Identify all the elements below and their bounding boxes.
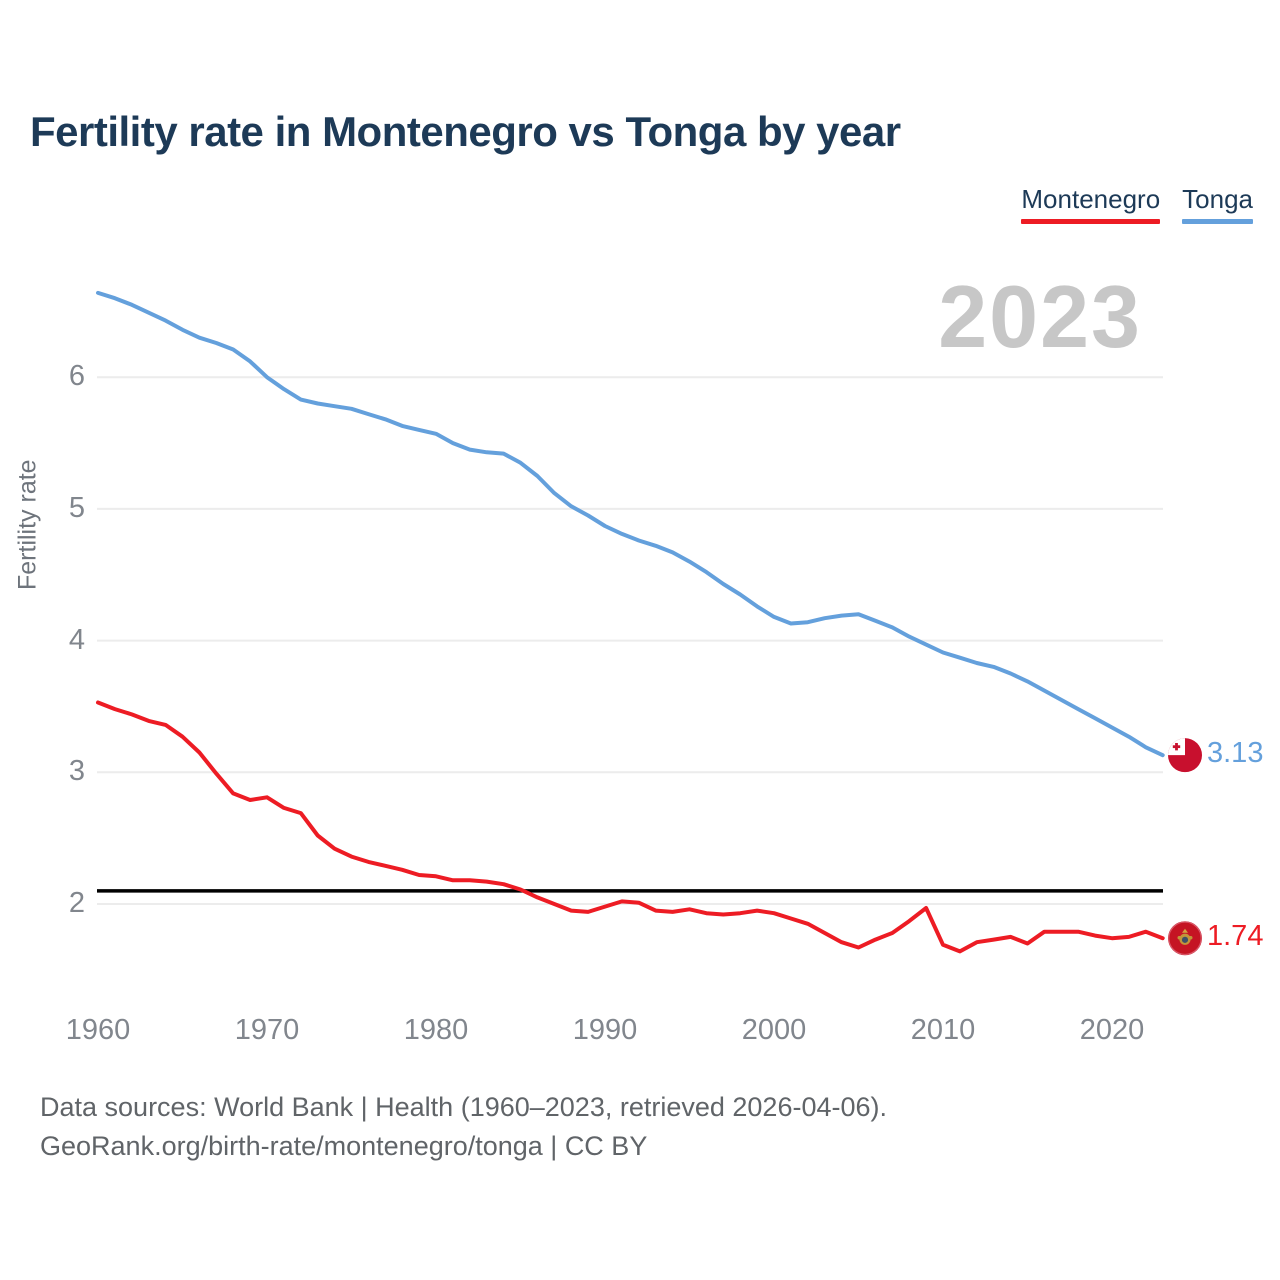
tonga-flag-icon bbox=[1168, 738, 1202, 773]
legend-item-tonga[interactable]: Tonga bbox=[1182, 184, 1253, 224]
attribution-line: GeoRank.org/birth-rate/montenegro/tonga … bbox=[40, 1131, 648, 1161]
legend-underline-tonga bbox=[1182, 219, 1253, 224]
x-tick-2000: 2000 bbox=[741, 1014, 807, 1046]
source-footer: Data sources: World Bank | Health (1960–… bbox=[40, 1088, 887, 1166]
chart-title: Fertility rate in Montenegro vs Tonga by… bbox=[30, 108, 901, 155]
legend: Montenegro Tonga bbox=[1021, 184, 1253, 224]
x-tick-1970: 1970 bbox=[234, 1014, 300, 1046]
legend-label-tonga: Tonga bbox=[1182, 184, 1253, 214]
legend-item-montenegro[interactable]: Montenegro bbox=[1021, 184, 1161, 224]
y-tick-3: 3 bbox=[68, 755, 85, 788]
y-tick-6: 6 bbox=[68, 360, 85, 393]
tonga-end-value: 3.13 bbox=[1207, 737, 1264, 770]
x-tick-1960: 1960 bbox=[65, 1014, 131, 1046]
legend-label-montenegro: Montenegro bbox=[1021, 184, 1161, 214]
montenegro-end-value: 1.74 bbox=[1207, 920, 1264, 953]
montenegro-line bbox=[96, 700, 1165, 954]
y-tick-5: 5 bbox=[68, 491, 85, 524]
y-tick-4: 4 bbox=[68, 623, 85, 656]
legend-underline-montenegro bbox=[1021, 219, 1161, 224]
source-line: Data sources: World Bank | Health (1960–… bbox=[40, 1092, 887, 1122]
year-watermark: 2023 bbox=[938, 267, 1142, 366]
x-tick-2010: 2010 bbox=[910, 1014, 976, 1046]
y-tick-2: 2 bbox=[68, 887, 85, 919]
x-tick-1990: 1990 bbox=[572, 1014, 638, 1046]
montenegro-flag-icon bbox=[1168, 921, 1202, 956]
x-tick-1980: 1980 bbox=[403, 1014, 469, 1046]
x-tick-2020: 2020 bbox=[1079, 1014, 1145, 1046]
